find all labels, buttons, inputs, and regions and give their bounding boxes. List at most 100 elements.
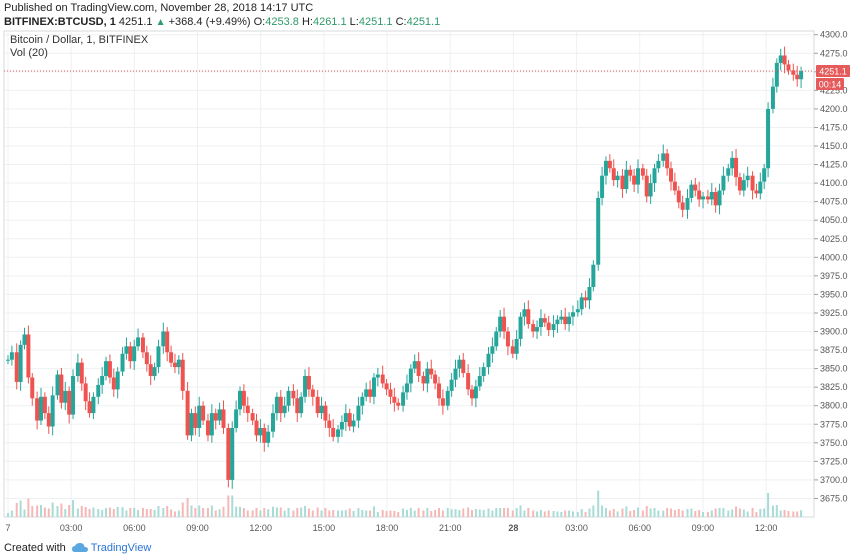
- volume-bar: [633, 510, 636, 517]
- x-tick-label: 06:00: [123, 523, 146, 533]
- candle-body: [470, 389, 475, 399]
- volume-bar: [324, 508, 327, 517]
- candle-body: [587, 286, 592, 301]
- volume-bar: [446, 508, 449, 517]
- candle-body: [238, 390, 243, 410]
- price-chart[interactable]: 4300.04275.04250.04225.04200.04175.04150…: [0, 29, 850, 539]
- y-tick-label: 4200.0: [820, 104, 848, 114]
- candle-body: [111, 377, 116, 390]
- created-with-label: Created with: [4, 542, 66, 554]
- candle-body: [201, 405, 206, 421]
- countdown-badge: 00:14: [819, 79, 842, 89]
- volume-bar: [210, 505, 213, 517]
- volume-bar: [80, 506, 83, 517]
- volume-bar: [125, 510, 128, 517]
- candle-body: [575, 309, 580, 313]
- volume-bar: [604, 508, 607, 517]
- candle-body: [697, 190, 702, 200]
- x-tick-label: 09:00: [692, 523, 715, 533]
- x-tick-label: 18:00: [376, 523, 399, 533]
- volume-bar: [222, 506, 225, 517]
- candle-body: [555, 319, 560, 325]
- volume-bar: [304, 506, 307, 517]
- volume-bar: [746, 511, 749, 517]
- volume-bar: [694, 511, 697, 517]
- candle-body: [26, 334, 31, 378]
- volume-bar: [311, 510, 314, 517]
- close-label: C:: [395, 16, 407, 28]
- candle-body: [437, 383, 442, 399]
- candle-body: [741, 180, 746, 191]
- candle-body: [632, 175, 637, 185]
- candle-body: [59, 374, 64, 403]
- volume-bar: [340, 510, 343, 517]
- volume-bar: [718, 508, 721, 517]
- volume-bar: [430, 511, 433, 517]
- candle-body: [213, 413, 218, 421]
- chart-area[interactable]: 4300.04275.04250.04225.04200.04175.04150…: [0, 29, 850, 539]
- low-value: 4251.1: [358, 16, 393, 28]
- x-tick-label: 06:00: [628, 523, 651, 533]
- candle-body: [197, 405, 202, 428]
- tradingview-logo[interactable]: TradingView: [71, 542, 151, 554]
- volume-bar: [36, 505, 39, 517]
- candle-body: [559, 316, 564, 320]
- candle-body: [172, 362, 177, 368]
- volume-bar: [422, 510, 425, 517]
- cloud-icon: [71, 543, 88, 552]
- symbol-name[interactable]: BITFINEX:BTCUSD, 1: [4, 16, 116, 28]
- volume-bar: [523, 510, 526, 517]
- volume-bar: [369, 510, 372, 517]
- candle-body: [226, 427, 231, 480]
- volume-bar: [478, 509, 481, 517]
- candle-body: [39, 396, 44, 421]
- y-tick-label: 3975.0: [820, 271, 848, 281]
- candle-body: [421, 376, 426, 384]
- candle-body: [795, 74, 800, 80]
- volume-bar: [239, 506, 242, 517]
- volume-bar: [300, 507, 303, 517]
- volume-bar: [482, 510, 485, 517]
- volume-bar: [686, 509, 689, 517]
- volume-bar: [287, 508, 290, 517]
- volume-bar: [621, 508, 624, 517]
- volume-bar: [519, 505, 522, 517]
- candle-body: [100, 376, 105, 385]
- y-tick-label: 3900.0: [820, 327, 848, 337]
- candle-body: [388, 389, 393, 397]
- candle-body: [717, 190, 722, 206]
- volume-bar: [580, 509, 583, 517]
- volume-bar: [255, 508, 258, 517]
- candle-body: [591, 264, 596, 287]
- volume-bar: [462, 508, 465, 517]
- volume-bar: [251, 510, 254, 517]
- volume-bar: [381, 510, 384, 517]
- candle-body: [392, 396, 397, 403]
- candle-body: [120, 353, 125, 372]
- volume-bar: [157, 506, 160, 517]
- candle-body: [319, 405, 324, 414]
- candle-body: [404, 383, 409, 393]
- candle-body: [42, 396, 47, 414]
- volume-bar: [296, 508, 299, 517]
- candle-body: [770, 86, 775, 109]
- volume-bar: [503, 508, 506, 517]
- pane-title: Bitcoin / Dollar, 1, BITFINEX: [10, 34, 149, 46]
- candle-body: [79, 362, 84, 384]
- candle-body: [124, 346, 129, 354]
- volume-bar: [133, 508, 136, 517]
- candle-body: [440, 398, 445, 406]
- volume-bar: [601, 505, 604, 517]
- volume-bar: [738, 508, 741, 517]
- candle-body: [356, 405, 361, 421]
- volume-bar: [576, 512, 579, 517]
- candle-body: [22, 334, 27, 345]
- volume-indicator-label[interactable]: Vol (20): [10, 47, 48, 59]
- volume-bar: [186, 498, 189, 517]
- volume-bar: [511, 510, 514, 517]
- volume-bar: [515, 508, 518, 517]
- volume-bar: [141, 508, 144, 517]
- candle-body: [303, 376, 308, 397]
- volume-bar: [474, 509, 477, 517]
- volume-bar: [499, 508, 502, 517]
